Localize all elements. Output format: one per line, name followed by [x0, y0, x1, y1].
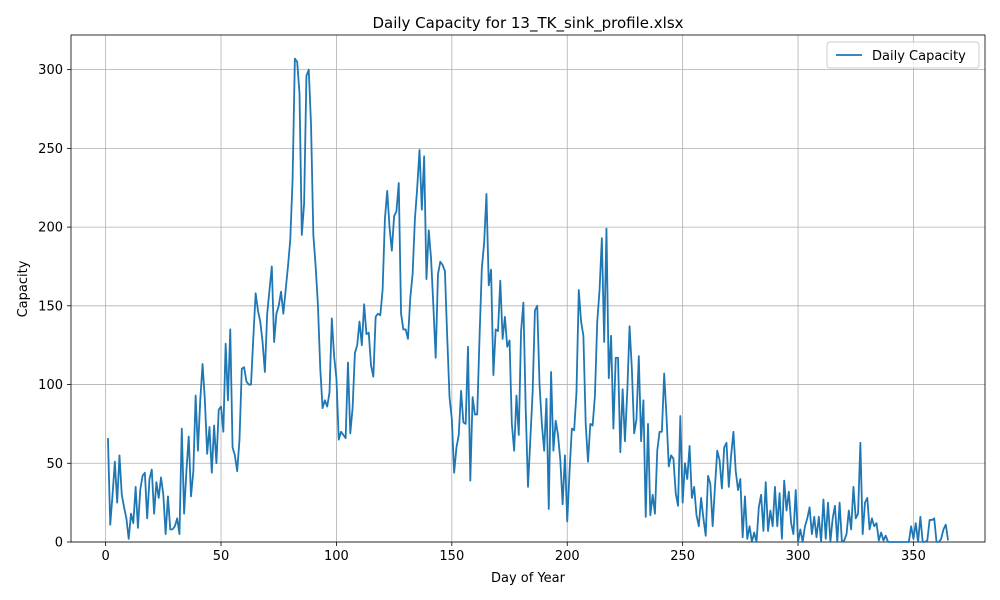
y-axis-label: Capacity [16, 260, 31, 317]
chart-title: Daily Capacity for 13_TK_sink_profile.xl… [372, 14, 683, 33]
x-tick-label: 50 [213, 549, 230, 564]
y-tick-label: 0 [55, 536, 63, 551]
legend-box [826, 41, 980, 69]
y-tick-label: 300 [38, 63, 63, 78]
legend-label: Daily Capacity [872, 49, 966, 64]
axis-ticks: 0 50 100 150 200 250 300 350 0 50 100 150 200 250 300 [38, 63, 926, 564]
x-tick-label: 250 [670, 549, 695, 564]
x-tick-label: 300 [786, 549, 811, 564]
x-axis-label: Day of Year [491, 571, 566, 586]
y-tick-label: 200 [38, 221, 63, 236]
y-tick-label: 50 [46, 457, 63, 472]
y-tick-label: 250 [38, 142, 63, 157]
x-tick-label: 350 [901, 549, 926, 564]
x-tick-label: 200 [555, 549, 580, 564]
x-tick-label: 150 [439, 549, 464, 564]
series-line-daily-capacity [107, 57, 949, 543]
x-tick-label: 0 [101, 549, 109, 564]
y-tick-label: 150 [38, 299, 63, 314]
x-tick-label: 100 [324, 549, 349, 564]
y-tick-label: 100 [38, 378, 63, 393]
plot-area [70, 34, 986, 543]
legend: Daily Capacity [826, 41, 980, 69]
